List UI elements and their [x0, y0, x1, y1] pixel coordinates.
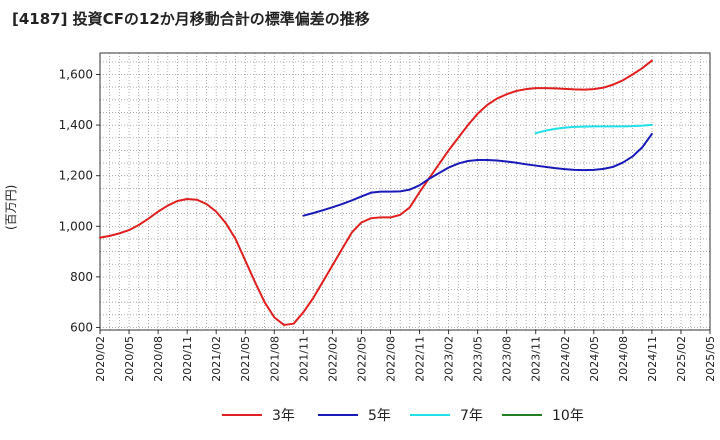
series-line-1 [302, 132, 653, 217]
x-tick-label: 2024/05 [588, 336, 601, 382]
x-tick-label: 2023/08 [501, 336, 514, 382]
legend-swatch-5y [318, 414, 358, 416]
legend-item-7y: 7年 [410, 402, 483, 428]
x-tick-label: 2021/05 [239, 336, 252, 382]
y-tick-label: 1,400 [59, 118, 93, 132]
x-tick-label: 2020/05 [123, 336, 136, 382]
x-tick-label: 2021/08 [268, 336, 281, 382]
x-tick-label: 2023/02 [443, 336, 456, 382]
x-tick-label: 2020/11 [181, 336, 194, 382]
legend-label-7y: 7年 [460, 408, 483, 424]
y-tick-label: 600 [70, 320, 93, 334]
chart-legend: 3年 5年 7年 10年 [0, 402, 720, 428]
x-tick-label: 2020/08 [152, 336, 165, 382]
x-tick-label: 2024/11 [646, 336, 659, 382]
legend-label-10y: 10年 [552, 408, 584, 424]
series-line-0 [99, 59, 653, 326]
x-tick-label: 2023/05 [472, 336, 485, 382]
y-tick-label: 1,600 [59, 68, 93, 82]
plot-border [99, 52, 711, 331]
legend-swatch-3y [222, 414, 262, 416]
x-tick-label: 2024/02 [559, 336, 572, 382]
legend-item-10y: 10年 [502, 402, 584, 428]
x-tick-label: 2021/02 [210, 336, 223, 382]
x-tick-label: 2022/05 [355, 336, 368, 382]
line-chart: 600 800 1,000 1,200 1,400 1,600 2020/02 2020/05… [59, 52, 717, 382]
legend-label-5y: 5年 [368, 408, 391, 424]
x-tick-label: 2025/02 [675, 336, 688, 382]
y-tick-label: 1,000 [59, 219, 93, 233]
y-tick-label: 800 [70, 270, 93, 284]
legend-item-3y: 3年 [222, 402, 295, 428]
x-tick-label: 2024/08 [617, 336, 630, 382]
x-tick-label: 2022/08 [384, 336, 397, 382]
x-tick-label: 2020/02 [94, 336, 107, 382]
legend-label-3y: 3年 [272, 408, 295, 424]
chart-title: [4187] 投資CFの12か月移動合計の標準偏差の推移 [12, 10, 370, 28]
series-line-2 [534, 123, 653, 135]
legend-item-5y: 5年 [318, 402, 391, 428]
legend-swatch-10y [502, 414, 542, 416]
x-tick-label: 2023/11 [530, 336, 543, 382]
x-tick-label: 2022/11 [414, 336, 427, 382]
x-tick-label: 2025/05 [704, 336, 717, 382]
y-tick-label: 1,200 [59, 169, 93, 183]
x-tick-label: 2021/11 [297, 336, 310, 382]
x-tick-label: 2022/02 [326, 336, 339, 382]
legend-swatch-7y [410, 414, 450, 416]
